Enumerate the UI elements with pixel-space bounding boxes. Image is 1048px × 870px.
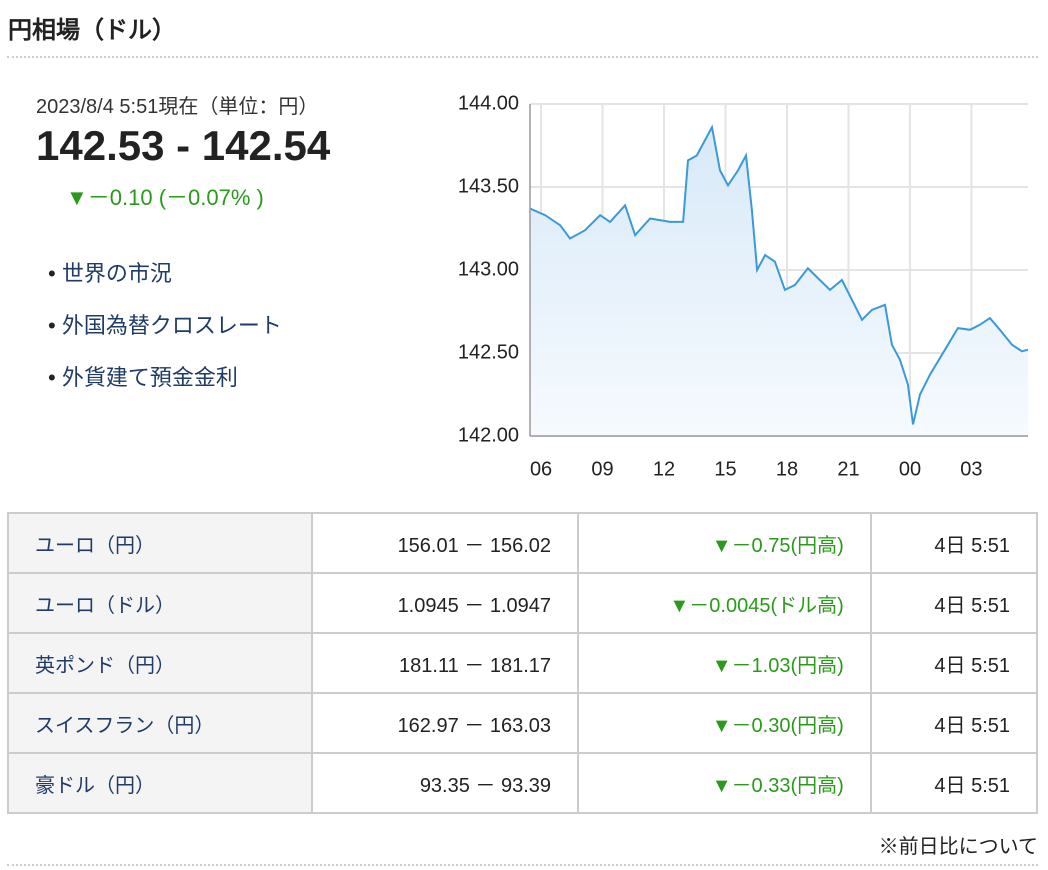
timestamp: 2023/8/4 5:51現在（単位：円） [36, 96, 319, 118]
x-tick-label: 00 [899, 458, 921, 480]
rate-table: ユーロ（円） 156.01 － 156.02 ▼－0.75(円高) 4日 5:51 ユー… [7, 512, 1039, 814]
table-cell: ▼－0.33(円高) [577, 752, 872, 814]
table-row: 豪ドル（円） 93.35 － 93.39 ▼－0.33(円高) 4日 5:51 [7, 752, 1039, 814]
y-tick-label: 143.00 [458, 258, 519, 280]
table-cell: 4日 5:51 [869, 512, 1039, 574]
note-link[interactable]: ※前日比について [878, 836, 1038, 858]
table-row: スイスフラン（円） 162.97 － 163.03 ▼－0.30(円高) 4日 5:5… [7, 692, 1039, 754]
table-cell: 93.35 － 93.39 [310, 752, 580, 814]
x-tick-label: 09 [591, 458, 613, 480]
change: ▼－0.10 (－0.07% ) [66, 185, 264, 210]
link-item: • 世界の市況 [48, 261, 172, 286]
area [530, 127, 1028, 436]
link-item: • 外貨建て預金金利 [48, 365, 238, 390]
y-tick-label: 144.00 [458, 92, 519, 114]
table-row: ユーロ（ドル） 1.0945 － 1.0947 ▼－0.0045(ドル高) 4日 5:… [7, 572, 1039, 634]
table-cell: スイスフラン（円） [7, 692, 313, 754]
table-cell: ▼－1.03(円高) [577, 632, 872, 694]
table-cell: ユーロ（ドル） [7, 572, 313, 634]
page-title: 円相場（ドル） [8, 16, 176, 44]
y-tick-label: 142.00 [458, 424, 519, 446]
table-cell: ▼－0.75(円高) [577, 512, 872, 574]
table-cell: 英ポンド（円） [7, 632, 313, 694]
price: 142.53 - 142.54 [36, 122, 331, 169]
link-item: • 外国為替クロスレート [48, 313, 282, 338]
x-tick-label: 06 [530, 458, 552, 480]
table-cell: 162.97 － 163.03 [310, 692, 580, 754]
table-cell: ▼－0.30(円高) [577, 692, 872, 754]
table-cell: ▼－0.0045(ドル高) [577, 572, 872, 634]
table-cell: 豪ドル（円） [7, 752, 313, 814]
table-cell: ユーロ（円） [7, 512, 313, 574]
link[interactable]: 外貨建て預金金利 [61, 365, 238, 390]
x-tick-label: 15 [714, 458, 736, 480]
y-tick-label: 142.50 [458, 341, 519, 363]
table-cell: 1.0945 － 1.0947 [310, 572, 580, 634]
table-cell: 156.01 － 156.02 [310, 512, 580, 574]
table-cell: 4日 5:51 [869, 632, 1039, 694]
chart: 142.00 142.50 143.00 143.50 144.00 06 09 12 15 18… [458, 92, 1029, 480]
table-cell: 4日 5:51 [869, 752, 1039, 814]
x-tick-label: 21 [837, 458, 859, 480]
y-tick-label: 143.50 [458, 175, 519, 197]
x-tick-label: 12 [653, 458, 675, 480]
table-cell: 4日 5:51 [869, 572, 1039, 634]
table-row: 英ポンド（円） 181.11 － 181.17 ▼－1.03(円高) 4日 5:51 [7, 632, 1039, 694]
x-tick-label: 03 [960, 458, 982, 480]
x-tick-label: 18 [776, 458, 798, 480]
table-cell: 181.11 － 181.17 [310, 632, 580, 694]
divider [7, 56, 1038, 58]
line [529, 124, 1029, 425]
divider [7, 864, 1038, 866]
table-cell: 4日 5:51 [869, 692, 1039, 754]
link[interactable]: 外国為替クロスレート [61, 313, 282, 338]
table-row: ユーロ（円） 156.01 － 156.02 ▼－0.75(円高) 4日 5:51 [7, 512, 1039, 574]
link[interactable]: 世界の市況 [61, 261, 172, 286]
